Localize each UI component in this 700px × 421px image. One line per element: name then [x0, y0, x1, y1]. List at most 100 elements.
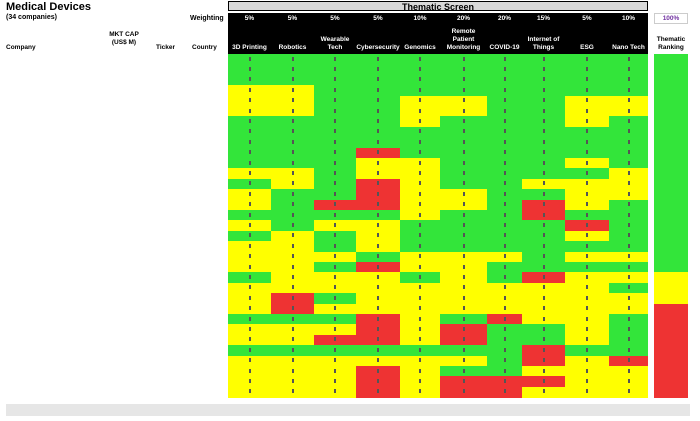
score-mark	[503, 56, 506, 61]
score-mark	[377, 129, 379, 134]
score-mark	[503, 67, 506, 72]
rank-cell	[654, 189, 688, 201]
score-cell	[487, 158, 522, 169]
score-mark	[419, 389, 421, 394]
score-mark	[542, 243, 545, 248]
score-cell	[565, 116, 609, 128]
score-mark	[291, 337, 294, 342]
score-cell	[487, 230, 522, 242]
ticker-col-header: Ticker	[156, 44, 176, 51]
score-cell	[271, 189, 314, 201]
score-mark	[462, 337, 465, 342]
score-mark	[586, 212, 588, 217]
score-cell	[314, 178, 356, 190]
score-cell	[228, 251, 271, 263]
score-cell	[565, 251, 609, 263]
score-mark	[627, 243, 630, 248]
score-mark	[291, 275, 294, 280]
score-cell	[228, 314, 271, 325]
score-mark	[586, 264, 588, 269]
score-cell	[609, 74, 648, 86]
score-mark	[542, 67, 545, 72]
ranking-header: Thematic Ranking	[654, 24, 688, 54]
score-cell	[440, 345, 487, 357]
score-mark	[419, 67, 421, 72]
score-cell	[440, 376, 487, 388]
score-cell	[522, 126, 565, 138]
theme-weight-0: 5%	[244, 15, 255, 22]
score-mark	[377, 56, 379, 61]
score-mark	[627, 223, 630, 228]
score-mark	[419, 212, 421, 217]
score-cell	[609, 147, 648, 159]
score-mark	[291, 358, 294, 363]
score-mark	[377, 316, 379, 321]
table-row	[0, 366, 700, 377]
theme-header-1: Robotics	[271, 24, 314, 54]
rank-cell	[654, 314, 688, 325]
score-cell	[356, 189, 400, 201]
score-cell	[400, 376, 440, 388]
score-mark	[627, 379, 630, 384]
score-cell	[271, 366, 314, 377]
score-cell	[314, 324, 356, 336]
score-mark	[627, 150, 630, 155]
theme-header-2: Wearable Tech	[314, 24, 356, 54]
score-mark	[419, 108, 421, 113]
score-cell	[228, 282, 271, 294]
score-cell	[565, 324, 609, 336]
score-mark	[377, 212, 379, 217]
score-mark	[627, 254, 630, 259]
score-mark	[248, 233, 251, 238]
score-mark	[586, 160, 588, 165]
table-row	[0, 168, 700, 180]
score-mark	[291, 171, 294, 176]
score-mark	[627, 316, 630, 321]
score-mark	[291, 139, 294, 144]
score-mark	[462, 295, 465, 300]
score-cell	[356, 376, 400, 388]
score-mark	[419, 77, 421, 82]
score-cell	[522, 116, 565, 128]
score-cell	[487, 220, 522, 232]
score-mark	[419, 233, 421, 238]
table-row	[0, 314, 700, 325]
score-cell	[356, 345, 400, 357]
rank-cell	[654, 386, 688, 398]
score-mark	[462, 243, 465, 248]
score-cell	[356, 241, 400, 253]
score-cell	[271, 230, 314, 242]
score-cell	[440, 355, 487, 367]
table-row	[0, 199, 700, 211]
rank-cell	[654, 74, 688, 86]
theme-header-8: ESG	[565, 24, 609, 54]
score-cell	[522, 64, 565, 76]
score-mark	[419, 87, 421, 92]
score-cell	[609, 116, 648, 128]
score-mark	[503, 275, 506, 280]
score-cell	[565, 85, 609, 97]
score-mark	[334, 98, 336, 103]
score-cell	[228, 95, 271, 107]
score-mark	[462, 67, 465, 72]
score-mark	[503, 119, 506, 124]
score-mark	[334, 368, 336, 373]
score-cell	[400, 262, 440, 273]
score-cell	[228, 303, 271, 315]
score-cell	[228, 210, 271, 221]
score-cell	[440, 324, 487, 336]
company-col-header: Company	[6, 44, 36, 51]
score-cell	[487, 116, 522, 128]
score-mark	[627, 389, 630, 394]
score-mark	[291, 379, 294, 384]
score-cell	[228, 189, 271, 201]
score-mark	[542, 56, 545, 61]
score-mark	[334, 119, 336, 124]
score-mark	[377, 285, 379, 290]
score-cell	[522, 178, 565, 190]
score-cell	[356, 386, 400, 398]
score-mark	[586, 327, 588, 332]
score-cell	[271, 147, 314, 159]
score-cell	[228, 116, 271, 128]
table-row	[0, 345, 700, 357]
